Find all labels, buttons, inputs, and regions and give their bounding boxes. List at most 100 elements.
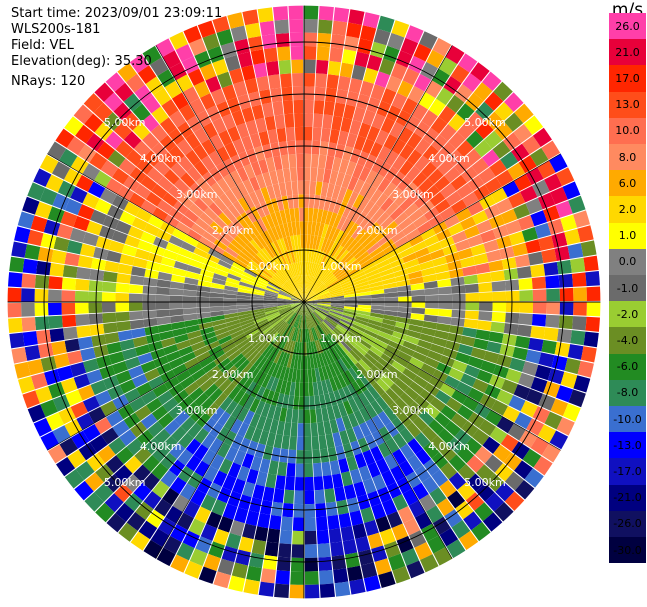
velocity-gate [236, 215, 249, 229]
velocity-gate [369, 285, 384, 292]
velocity-gate [271, 276, 283, 287]
velocity-gate [340, 316, 355, 324]
velocity-gate [362, 449, 376, 466]
velocity-gate [165, 350, 181, 363]
velocity-gate [224, 54, 241, 72]
velocity-gate [520, 400, 538, 418]
velocity-gate [115, 311, 130, 322]
velocity-gate [280, 323, 290, 336]
velocity-gate [119, 429, 137, 447]
velocity-gate [168, 459, 186, 477]
velocity-gate [295, 341, 300, 356]
velocity-gate [223, 289, 238, 295]
velocity-gate [378, 426, 393, 442]
velocity-gate [304, 409, 311, 424]
velocity-gate [404, 202, 419, 217]
velocity-gate [236, 305, 251, 310]
velocity-gate [418, 91, 436, 110]
velocity-gate [114, 464, 133, 484]
velocity-gate [17, 211, 35, 229]
velocity-gate [304, 140, 312, 154]
velocity-gate [187, 363, 203, 376]
velocity-gate [199, 326, 215, 336]
velocity-gate [451, 293, 466, 302]
velocity-gate [367, 490, 382, 507]
velocity-gate [543, 327, 559, 342]
velocity-gate [249, 259, 262, 271]
velocity-gate [185, 438, 202, 455]
velocity-gate [492, 140, 511, 159]
velocity-gate [402, 252, 418, 264]
velocity-gate [115, 220, 132, 235]
velocity-gate [371, 503, 387, 520]
velocity-gate [266, 60, 280, 76]
velocity-gate [266, 285, 280, 293]
velocity-gate [327, 60, 342, 76]
velocity-gate [236, 182, 249, 197]
velocity-gate [306, 261, 311, 276]
velocity-gate [505, 302, 520, 313]
velocity-gate [369, 281, 384, 288]
velocity-gate [202, 33, 220, 51]
velocity-gate [377, 234, 391, 247]
velocity-gate [440, 404, 457, 421]
velocity-gate [276, 127, 287, 143]
velocity-gate [297, 180, 304, 195]
velocity-gate [264, 115, 276, 131]
velocity-gate [256, 356, 268, 370]
velocity-gate [228, 386, 241, 401]
velocity-gate [225, 346, 239, 358]
velocity-gate [388, 186, 403, 202]
velocity-gate [344, 256, 357, 268]
velocity-gate [319, 141, 329, 156]
velocity-gate [432, 336, 448, 348]
velocity-gate [95, 236, 112, 250]
velocity-gate [185, 455, 202, 472]
velocity-gate [556, 167, 575, 186]
velocity-gate [532, 127, 552, 148]
velocity-gate [375, 129, 390, 146]
velocity-gate [290, 557, 304, 572]
velocity-gate [442, 347, 458, 360]
velocity-gate [467, 356, 484, 369]
velocity-gate [333, 390, 343, 405]
velocity-gate [333, 199, 343, 214]
velocity-gate [172, 267, 187, 277]
velocity-gate [262, 266, 274, 277]
velocity-gate [212, 323, 228, 332]
velocity-gate [280, 516, 293, 531]
velocity-gate [184, 560, 203, 579]
velocity-gate [312, 449, 321, 464]
velocity-gate [323, 196, 332, 211]
velocity-gate [513, 384, 531, 400]
velocity-gate [230, 329, 244, 339]
velocity-gate [426, 49, 445, 69]
velocity-gate [304, 302, 308, 316]
velocity-gate [374, 254, 388, 266]
velocity-gate [99, 365, 116, 380]
velocity-gate [300, 234, 304, 249]
velocity-gate [567, 243, 584, 259]
velocity-gate [451, 230, 468, 244]
velocity-gate [282, 338, 290, 353]
velocity-gate [189, 98, 206, 116]
velocity-gate [337, 231, 348, 246]
velocity-gate [311, 154, 319, 168]
velocity-gate [350, 440, 362, 456]
velocity-gate [371, 297, 385, 302]
velocity-gate [264, 306, 278, 311]
velocity-gate [424, 308, 439, 316]
velocity-gate [300, 302, 304, 316]
velocity-gate [371, 430, 385, 446]
velocity-gate [156, 316, 171, 326]
velocity-gate [294, 291, 304, 302]
velocity-gate [276, 420, 286, 436]
velocity-gate [266, 184, 276, 200]
velocity-gate [317, 302, 331, 305]
velocity-gate [249, 412, 261, 428]
velocity-gate [583, 255, 599, 272]
velocity-gate [462, 396, 480, 412]
velocity-gate [467, 387, 485, 403]
velocity-gate [348, 77, 363, 94]
velocity-gate [260, 186, 271, 202]
